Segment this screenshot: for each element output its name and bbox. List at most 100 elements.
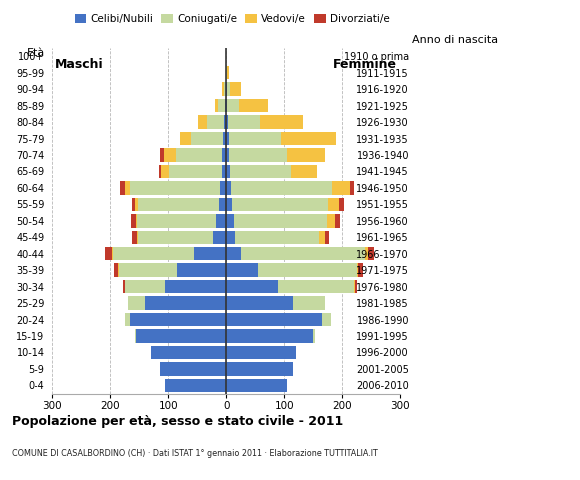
Bar [114,264,118,277]
Bar [322,313,331,326]
Bar [222,148,226,162]
Bar [132,198,135,211]
Bar [160,148,164,162]
Text: COMUNE DI CASALBORDINO (CH) · Dati ISTAT 1° gennaio 2011 · Elaborazione TUTTITAL: COMUNE DI CASALBORDINO (CH) · Dati ISTAT… [12,449,378,458]
Bar [350,181,354,194]
Bar [226,230,235,244]
Bar [355,280,357,293]
Bar [239,99,268,112]
Bar [222,83,224,96]
Bar [258,264,357,277]
Bar [177,264,226,277]
Bar [226,66,227,79]
Bar [226,165,230,178]
Bar [113,247,194,261]
Bar [224,83,226,96]
Text: Maschi: Maschi [55,58,104,71]
Bar [365,247,368,261]
Bar [226,181,231,194]
Bar [235,230,319,244]
Text: Femmine: Femmine [334,58,397,71]
Bar [222,165,226,178]
Bar [137,230,138,244]
Bar [220,181,226,194]
Bar [226,379,287,392]
Bar [105,247,112,261]
Bar [327,214,335,228]
Bar [207,115,224,129]
Bar [130,181,220,194]
Bar [226,362,293,376]
Bar [151,346,226,359]
Bar [332,181,350,194]
Bar [226,264,258,277]
Bar [137,214,216,228]
Bar [227,99,239,112]
Bar [227,83,230,96]
Bar [226,214,234,228]
Bar [198,115,207,129]
Bar [125,280,165,293]
Bar [128,296,145,310]
Bar [176,148,222,162]
Bar [291,165,317,178]
Bar [136,329,226,343]
Bar [232,198,328,211]
Bar [130,313,226,326]
Bar [229,132,281,145]
Bar [226,329,313,343]
Bar [328,198,339,211]
Bar [216,214,226,228]
Bar [278,280,354,293]
Bar [357,264,358,277]
Bar [287,148,325,162]
Bar [119,264,177,277]
Bar [227,66,229,79]
Bar [224,115,226,129]
Bar [118,264,119,277]
Bar [335,214,340,228]
Bar [230,165,291,178]
Bar [131,214,136,228]
Bar [229,148,287,162]
Bar [223,132,226,145]
Bar [339,198,344,211]
Text: Età: Età [27,48,45,58]
Bar [226,296,293,310]
Bar [226,247,241,261]
Text: Anno di nascita: Anno di nascita [412,35,498,45]
Bar [159,165,161,178]
Bar [354,280,355,293]
Text: Popolazione per età, sesso e stato civile - 2011: Popolazione per età, sesso e stato civil… [12,415,343,428]
Bar [138,230,213,244]
Bar [135,198,138,211]
Bar [226,132,229,145]
Bar [136,214,137,228]
Bar [293,296,325,310]
Bar [125,313,130,326]
Bar [226,198,232,211]
Bar [213,230,226,244]
Bar [191,132,223,145]
Bar [319,230,325,244]
Bar [112,247,113,261]
Bar [260,115,303,129]
Bar [234,214,327,228]
Bar [281,132,336,145]
Bar [219,198,226,211]
Bar [165,379,226,392]
Bar [358,264,362,277]
Bar [226,313,322,326]
Bar [160,362,226,376]
Bar [194,247,226,261]
Bar [313,329,315,343]
Bar [368,247,374,261]
Bar [165,280,226,293]
Legend: Celibi/Nubili, Coniugati/e, Vedovi/e, Divorziati/e: Celibi/Nubili, Coniugati/e, Vedovi/e, Di… [70,10,394,28]
Bar [225,99,226,112]
Bar [226,83,227,96]
Bar [161,165,169,178]
Bar [231,181,332,194]
Bar [226,148,229,162]
Bar [120,181,125,194]
